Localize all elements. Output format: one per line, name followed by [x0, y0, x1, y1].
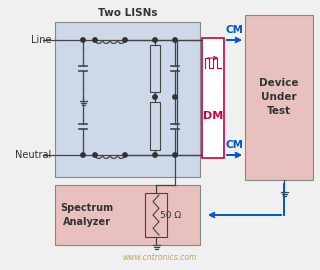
Circle shape [173, 38, 177, 42]
Bar [150, 102, 160, 150]
Text: 50 Ω: 50 Ω [160, 211, 181, 220]
Circle shape [173, 95, 177, 99]
Text: Spectrum
Analyzer: Spectrum Analyzer [60, 203, 114, 227]
Text: CM: CM [226, 25, 244, 35]
Circle shape [93, 153, 97, 157]
Text: www.cntronics.com: www.cntronics.com [123, 254, 197, 262]
Circle shape [153, 153, 157, 157]
Text: CM: CM [226, 140, 244, 150]
Circle shape [81, 153, 85, 157]
Bar [55, 22, 200, 177]
Bar [245, 15, 313, 180]
Text: Two LISNs: Two LISNs [98, 8, 157, 18]
Bar [202, 38, 224, 158]
Bar [55, 185, 200, 245]
Bar [145, 193, 167, 237]
Text: DM: DM [203, 111, 223, 121]
Circle shape [173, 153, 177, 157]
Circle shape [153, 38, 157, 42]
Text: Neutral: Neutral [15, 150, 51, 160]
Circle shape [123, 153, 127, 157]
Text: Line: Line [30, 35, 51, 45]
Circle shape [153, 95, 157, 99]
Circle shape [93, 38, 97, 42]
Bar [150, 45, 160, 92]
Circle shape [123, 38, 127, 42]
Circle shape [81, 38, 85, 42]
Text: Device
Under
Test: Device Under Test [259, 79, 299, 116]
